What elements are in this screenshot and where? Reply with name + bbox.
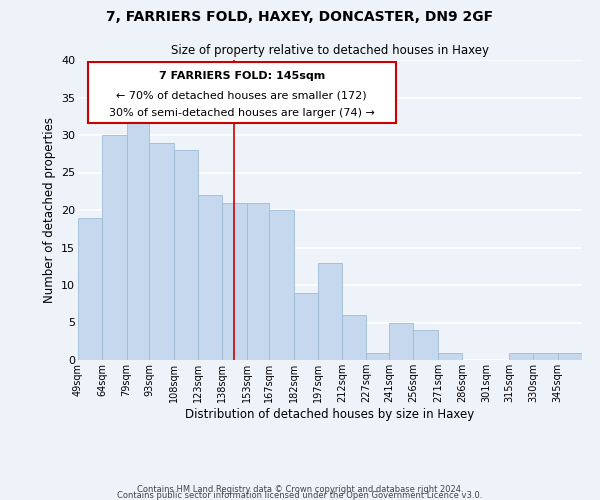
X-axis label: Distribution of detached houses by size in Haxey: Distribution of detached houses by size … — [185, 408, 475, 421]
Bar — [533, 352, 557, 360]
Bar — [127, 120, 149, 360]
Bar — [103, 135, 127, 360]
Bar — [413, 330, 438, 360]
Text: Contains HM Land Registry data © Crown copyright and database right 2024.: Contains HM Land Registry data © Crown c… — [137, 484, 463, 494]
Bar — [78, 218, 103, 360]
Y-axis label: Number of detached properties: Number of detached properties — [43, 117, 56, 303]
Bar — [438, 352, 462, 360]
Bar — [367, 352, 389, 360]
Text: 7 FARRIERS FOLD: 145sqm: 7 FARRIERS FOLD: 145sqm — [158, 70, 325, 81]
Bar — [222, 202, 247, 360]
Text: ← 70% of detached houses are smaller (172): ← 70% of detached houses are smaller (17… — [116, 90, 367, 100]
Bar — [293, 292, 318, 360]
Bar — [149, 142, 173, 360]
Bar — [389, 322, 413, 360]
Text: Contains public sector information licensed under the Open Government Licence v3: Contains public sector information licen… — [118, 490, 482, 500]
Text: 7, FARRIERS FOLD, HAXEY, DONCASTER, DN9 2GF: 7, FARRIERS FOLD, HAXEY, DONCASTER, DN9 … — [106, 10, 494, 24]
Bar — [557, 352, 582, 360]
FancyBboxPatch shape — [88, 62, 395, 123]
Bar — [269, 210, 293, 360]
Bar — [342, 315, 367, 360]
Bar — [318, 262, 342, 360]
Bar — [173, 150, 198, 360]
Text: 30% of semi-detached houses are larger (74) →: 30% of semi-detached houses are larger (… — [109, 108, 374, 118]
Bar — [247, 202, 269, 360]
Bar — [198, 195, 222, 360]
Bar — [509, 352, 533, 360]
Title: Size of property relative to detached houses in Haxey: Size of property relative to detached ho… — [171, 44, 489, 58]
